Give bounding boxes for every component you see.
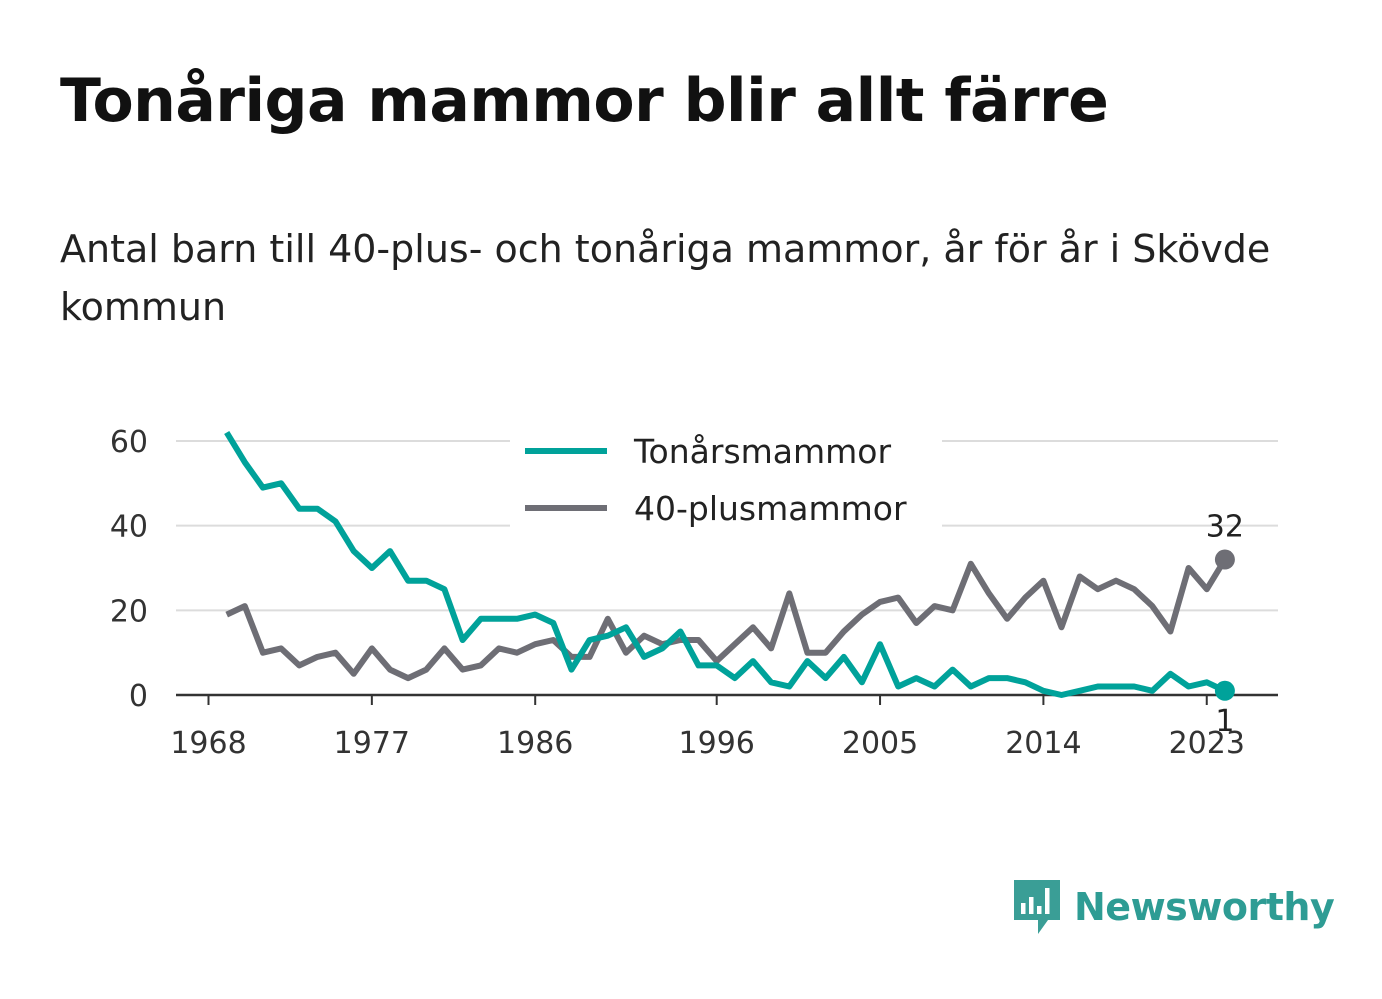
y-tick-label: 60 (110, 425, 148, 460)
x-tick-label: 1986 (497, 726, 573, 761)
legend-label: 40-plusmammor (634, 489, 907, 528)
chart-subtitle: Antal barn till 40-plus- och tonåriga ma… (60, 227, 1271, 329)
newsworthy-brand: Newsworthy (1012, 876, 1335, 938)
end-label: 32 (1206, 510, 1244, 545)
end-point (1214, 680, 1235, 701)
x-tick-label: 2014 (1005, 726, 1081, 761)
x-tick-label: 2005 (842, 726, 918, 761)
y-axis-labels: 0 20 40 60 (110, 425, 148, 714)
y-tick-label: 0 (129, 679, 148, 714)
x-tick-label: 2023 (1169, 726, 1245, 761)
end-label: 1 (1215, 704, 1234, 739)
x-tick-label: 1977 (334, 726, 410, 761)
legend-background (510, 428, 942, 546)
x-tick-label: 1968 (170, 726, 246, 761)
series-line-tonarsmammor (224, 430, 1227, 698)
end-labels: 1 32 (1206, 510, 1244, 739)
x-axis: 1968 1977 1986 1996 2005 2014 2023 (170, 693, 1278, 761)
y-tick-label: 40 (110, 510, 148, 545)
x-tick-label: 1996 (679, 726, 755, 761)
series-line-40plusmammor (225, 557, 1228, 682)
chart-title: Tonåriga mammor blir allt färre (60, 66, 1109, 136)
newsworthy-logo-icon (1014, 880, 1060, 934)
legend: Tonårsmammor 40-plusmammor (510, 428, 942, 546)
brand-name: Newsworthy (1074, 885, 1335, 929)
y-tick-label: 20 (110, 594, 148, 629)
end-point (1214, 549, 1235, 570)
series-lines (224, 430, 1228, 698)
legend-label: Tonårsmammor (633, 432, 891, 471)
